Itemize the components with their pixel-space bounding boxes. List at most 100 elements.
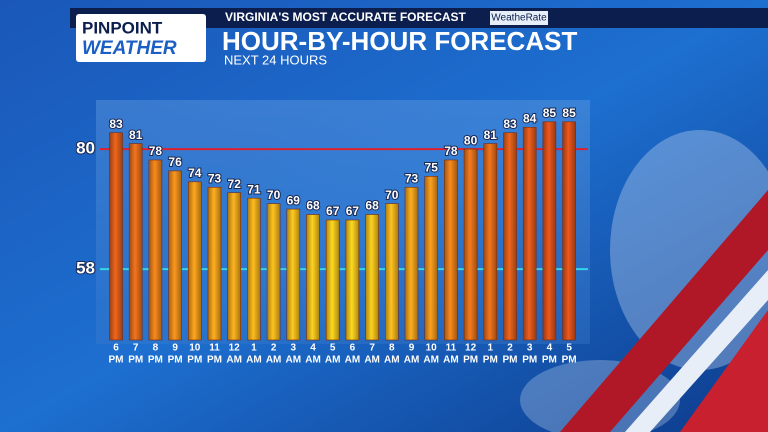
bar <box>247 197 261 341</box>
bar <box>148 159 163 341</box>
value-label: 83 <box>109 117 123 131</box>
value-label: 68 <box>306 199 320 213</box>
x-tick-period: PM <box>128 355 143 366</box>
x-tick-period: AM <box>266 355 282 366</box>
x-tick-label: 8 <box>153 343 159 354</box>
bar <box>444 159 458 341</box>
value-label: 81 <box>129 128 143 142</box>
x-tick-label: 11 <box>209 343 220 354</box>
value-label: 76 <box>168 155 182 169</box>
subtitle: NEXT 24 HOURS <box>224 52 327 67</box>
x-tick-label: 4 <box>547 343 553 354</box>
value-label: 73 <box>405 171 419 185</box>
x-tick-period: AM <box>404 355 420 366</box>
logo <box>76 14 206 62</box>
value-label: 85 <box>543 106 557 120</box>
x-tick-period: PM <box>522 355 537 366</box>
x-tick-label: 8 <box>389 343 395 354</box>
x-tick-label: 9 <box>172 343 178 354</box>
value-label: 73 <box>208 171 222 185</box>
x-tick-label: 6 <box>113 343 119 354</box>
bar <box>384 203 399 341</box>
bar <box>227 192 241 341</box>
bar <box>503 132 517 341</box>
bar <box>168 170 182 341</box>
badge: WeatheRate <box>491 13 547 24</box>
reference-label: 80 <box>76 139 95 158</box>
x-tick-label: 5 <box>566 343 572 354</box>
value-label: 75 <box>425 161 439 175</box>
x-tick-label: 7 <box>133 343 139 354</box>
plot: 8058836PM817PM788PM769PM7410PM7311PM7212… <box>75 105 588 366</box>
x-tick-period: AM <box>423 355 439 366</box>
tagline: VIRGINIA'S MOST ACCURATE FORECAST <box>225 10 467 24</box>
x-tick-label: 1 <box>251 343 257 354</box>
x-tick-label: 3 <box>291 343 297 354</box>
x-tick-label: 12 <box>465 343 477 354</box>
bar <box>188 181 202 341</box>
logo-bottom: WEATHER <box>82 38 177 59</box>
stripe <box>680 310 768 432</box>
x-tick-period: PM <box>562 355 577 366</box>
x-tick-label: 2 <box>507 343 513 354</box>
x-tick-label: 3 <box>527 343 533 354</box>
bar <box>345 219 360 341</box>
bar <box>522 126 537 341</box>
value-label: 72 <box>228 177 242 191</box>
badge-box <box>490 11 548 25</box>
value-label: 67 <box>346 204 360 218</box>
x-tick-period: PM <box>109 355 124 366</box>
value-label: 84 <box>523 111 537 125</box>
cloud <box>610 130 768 370</box>
x-tick-label: 12 <box>229 343 241 354</box>
bar <box>128 143 143 341</box>
value-label: 70 <box>385 188 399 202</box>
logo-top: PINPOINT <box>82 18 163 37</box>
top-strip <box>70 8 768 28</box>
x-tick-label: 10 <box>189 343 201 354</box>
x-tick-period: AM <box>325 355 341 366</box>
x-tick-label: 10 <box>426 343 438 354</box>
bar <box>562 121 576 341</box>
x-tick-label: 11 <box>446 343 457 354</box>
value-label: 80 <box>464 133 478 147</box>
reference-label: 58 <box>76 259 95 278</box>
x-tick-period: PM <box>503 355 518 366</box>
value-label: 78 <box>149 144 163 158</box>
x-tick-label: 2 <box>271 343 277 354</box>
bar <box>286 208 301 341</box>
bar <box>404 186 419 341</box>
x-tick-label: 9 <box>409 343 415 354</box>
bar <box>207 186 222 341</box>
x-tick-period: PM <box>148 355 163 366</box>
title: HOUR-BY-HOUR FORECAST <box>222 26 577 56</box>
bar <box>109 132 123 341</box>
bar <box>424 176 439 341</box>
x-tick-period: PM <box>187 355 202 366</box>
x-tick-label: 1 <box>488 343 494 354</box>
value-label: 85 <box>562 106 576 120</box>
bar <box>483 143 498 341</box>
x-tick-period: AM <box>246 355 262 366</box>
value-label: 71 <box>247 182 261 196</box>
x-tick-period: AM <box>345 355 361 366</box>
bar <box>325 219 340 341</box>
x-tick-label: 6 <box>350 343 356 354</box>
x-tick-label: 7 <box>369 343 375 354</box>
stripe <box>625 270 768 432</box>
x-tick-label: 5 <box>330 343 336 354</box>
value-label: 83 <box>503 117 517 131</box>
x-tick-period: AM <box>443 355 459 366</box>
x-tick-period: AM <box>384 355 400 366</box>
value-label: 67 <box>326 204 340 218</box>
x-tick-period: AM <box>286 355 302 366</box>
x-tick-label: 4 <box>310 343 316 354</box>
value-label: 78 <box>444 144 458 158</box>
x-tick-period: AM <box>226 355 242 366</box>
bar <box>463 148 478 341</box>
x-tick-period: PM <box>207 355 222 366</box>
x-tick-period: AM <box>305 355 321 366</box>
value-label: 74 <box>188 166 202 180</box>
stripe <box>560 190 768 432</box>
